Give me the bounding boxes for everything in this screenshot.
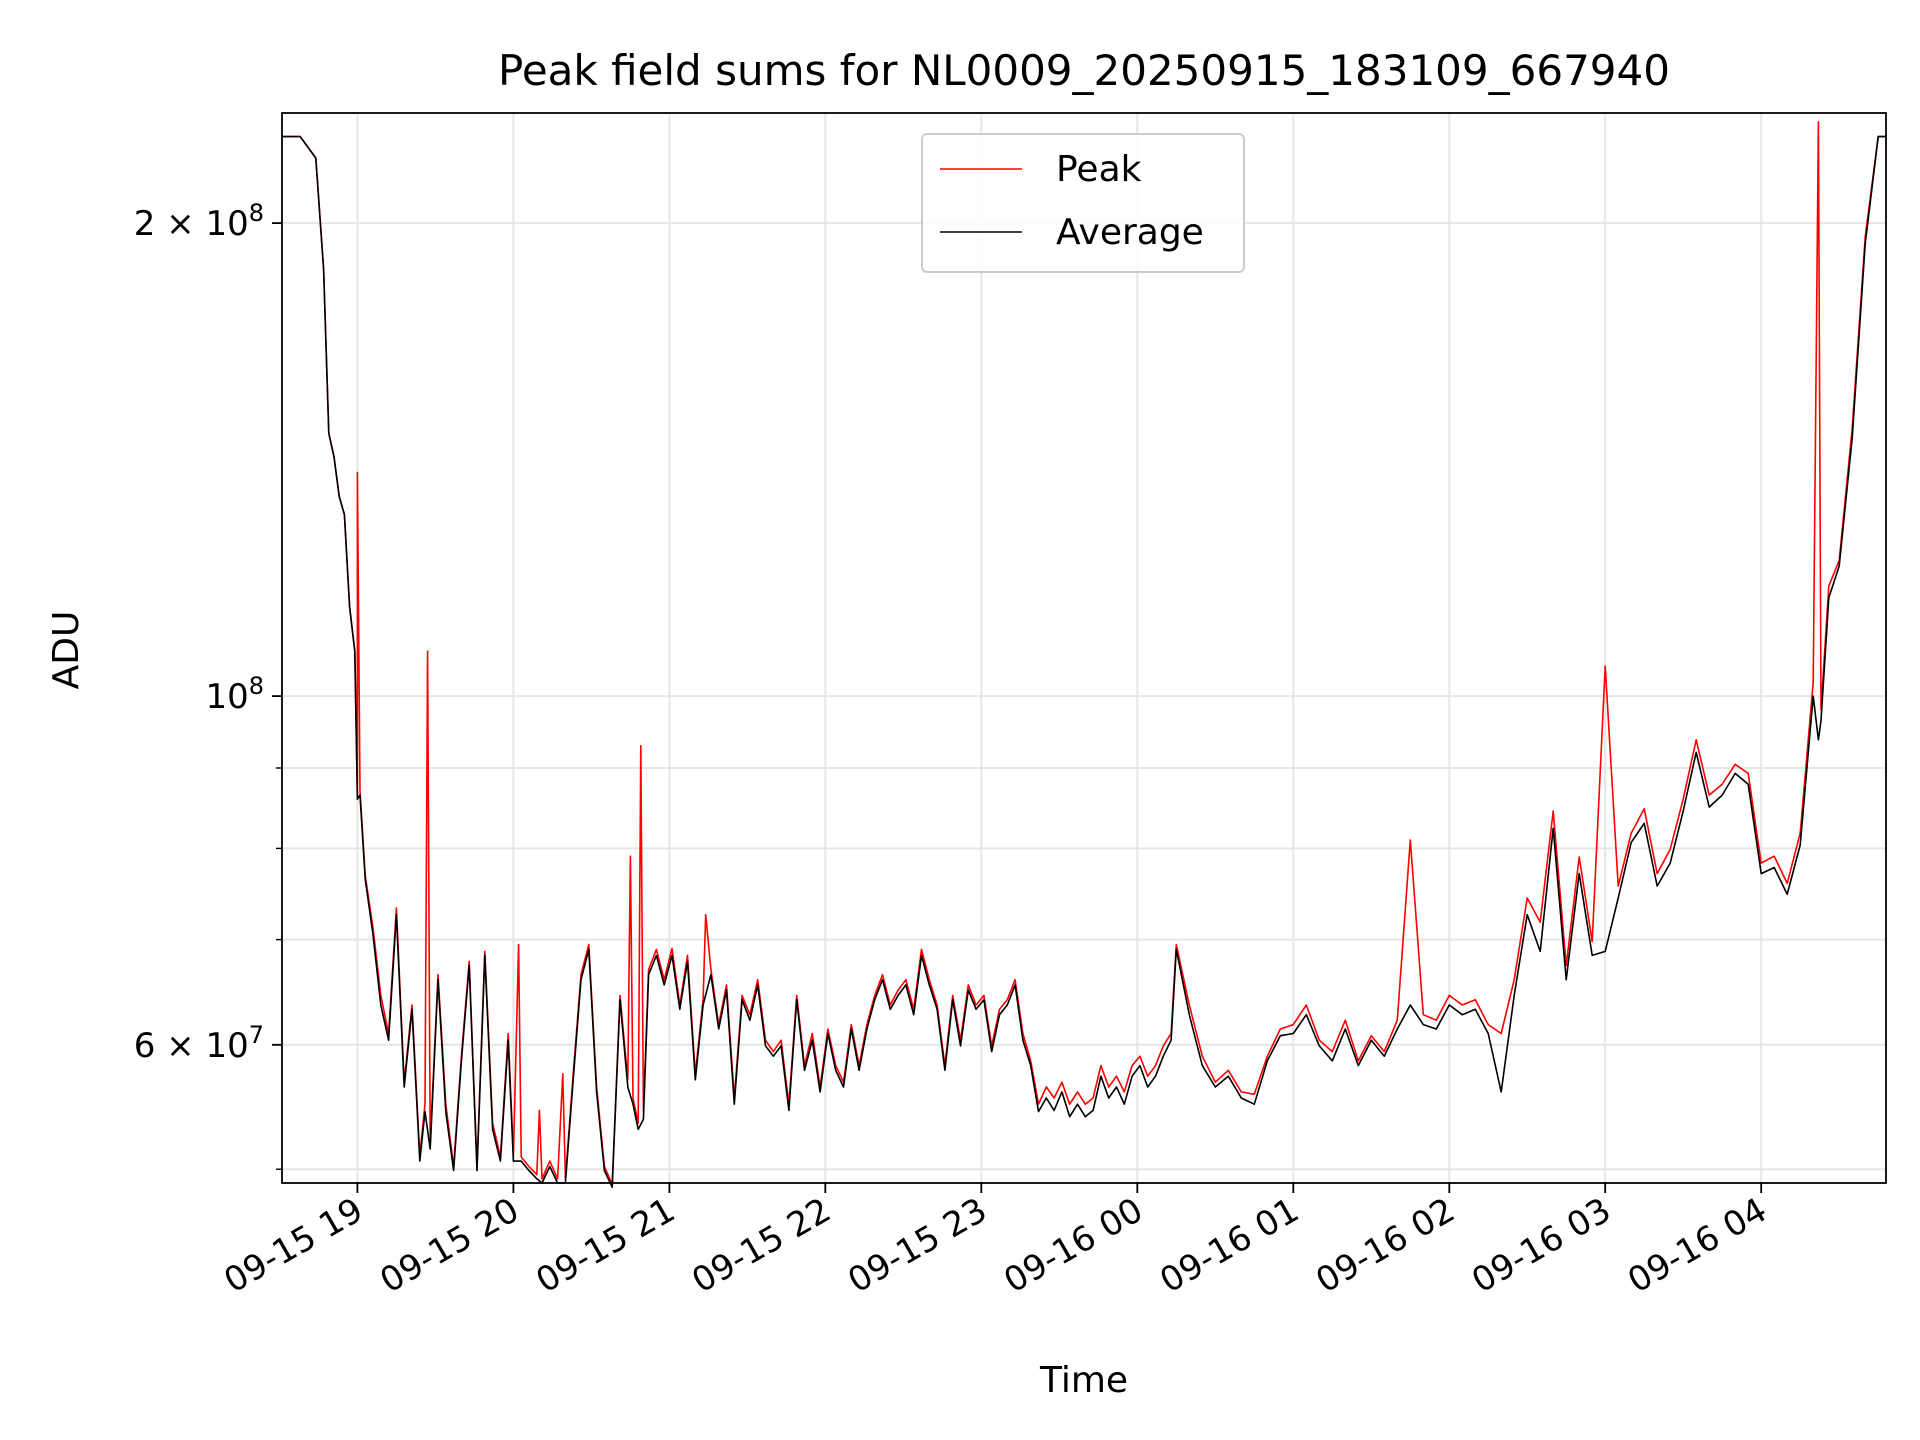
y-tick-label: 108 bbox=[205, 672, 264, 717]
series-line-average bbox=[282, 135, 1886, 1188]
y-axis-label: ADU bbox=[46, 611, 87, 690]
chart-title: Peak field sums for NL0009_20250915_1831… bbox=[498, 46, 1670, 95]
plot-frame bbox=[281, 112, 1887, 1184]
legend-label-average: Average bbox=[1056, 212, 1204, 253]
y-tick-label: 6 × 107 bbox=[134, 1021, 264, 1066]
y-tick-label: 2 × 108 bbox=[134, 199, 264, 244]
x-axis-label: Time bbox=[1039, 1360, 1128, 1401]
legend: Peak Average bbox=[921, 133, 1245, 273]
series-layer bbox=[282, 121, 1886, 1188]
legend-label-peak: Peak bbox=[1056, 149, 1142, 190]
